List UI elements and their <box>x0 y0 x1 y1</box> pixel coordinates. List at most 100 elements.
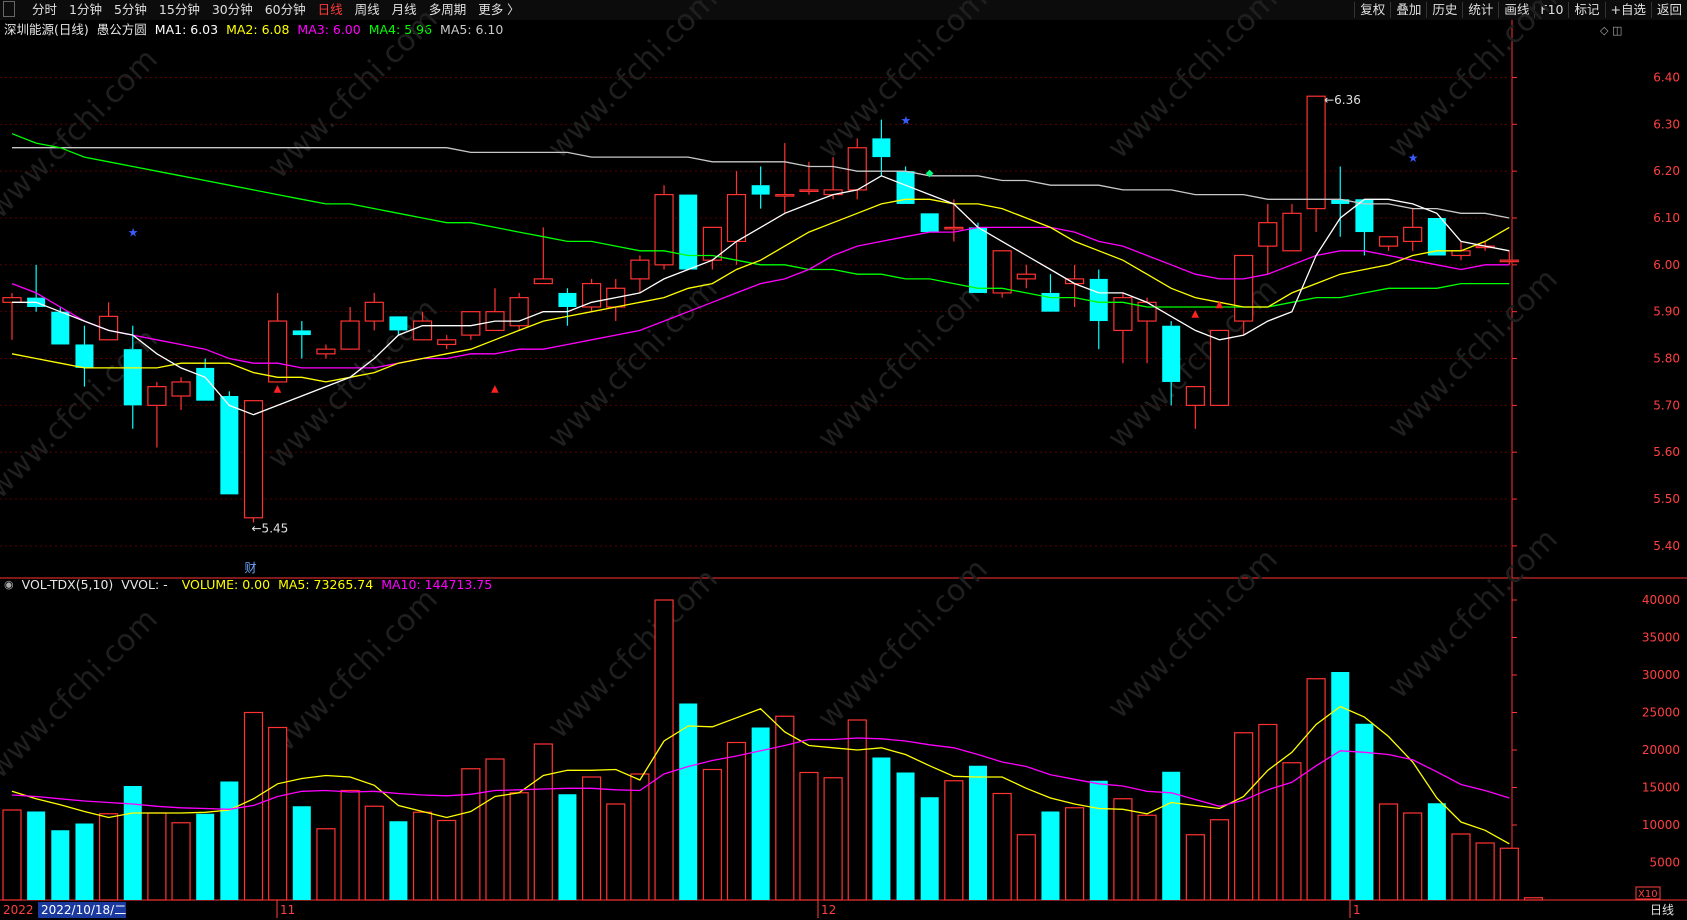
x10-label: X10 <box>1638 889 1658 900</box>
volume-bar <box>461 768 481 901</box>
volume-bar <box>969 765 987 900</box>
watermark-text: www.cfchi.com <box>1381 522 1565 706</box>
candle-body <box>1306 95 1326 210</box>
candle-body <box>726 193 747 243</box>
volume-bar <box>581 776 602 901</box>
volume-bar <box>992 792 1012 901</box>
candle-body <box>1282 212 1302 252</box>
candle-body <box>1427 218 1446 256</box>
tab-1[interactable]: 1分钟 <box>69 2 102 17</box>
volume-bar <box>316 828 336 901</box>
tab-9[interactable]: 多周期 <box>428 2 467 17</box>
tab-0[interactable]: 分时 <box>32 2 58 17</box>
tab-7[interactable]: 周线 <box>354 2 380 17</box>
volume-bar <box>196 813 215 900</box>
volume-bar <box>389 821 408 900</box>
candle-body <box>292 330 311 336</box>
vol-indicator-name[interactable]: VOL-TDX(5,10) <box>21 577 114 592</box>
volume-bar <box>485 758 505 901</box>
tool-button-1[interactable]: 叠加 <box>1390 2 1426 18</box>
tool-button-3[interactable]: 统计 <box>1462 2 1498 18</box>
candle-body <box>1113 297 1133 332</box>
volume-bar <box>1306 678 1326 901</box>
tab-3[interactable]: 15分钟 <box>158 2 200 17</box>
tool-button-0[interactable]: 复权 <box>1354 2 1390 18</box>
tab-5[interactable]: 60分钟 <box>264 2 306 17</box>
tab-2[interactable]: 5分钟 <box>113 2 147 17</box>
ma1-line <box>12 175 1510 416</box>
volume-bar <box>1282 762 1302 901</box>
red-triangle-icon: ▲ <box>1216 299 1224 310</box>
red-triangle-icon: ▲ <box>274 383 282 394</box>
blue-star-icon: ★ <box>128 226 139 240</box>
ma3-line <box>11 226 1510 369</box>
volume-bar <box>1499 847 1519 901</box>
panel-control-icons[interactable]: ◇ ◫ <box>1600 24 1623 37</box>
volume-bar <box>1016 834 1036 901</box>
candle-body <box>558 292 577 307</box>
volume-bar <box>679 703 698 900</box>
month-label: 12 <box>821 903 836 917</box>
volume-bar <box>799 771 819 901</box>
candle-body <box>340 320 360 350</box>
volume-bar <box>630 773 650 901</box>
volume-value: VOLUME: 0.00 <box>181 577 271 592</box>
watermark-text: www.cfchi.com <box>1381 262 1565 446</box>
tab-4[interactable]: 30分钟 <box>211 2 253 17</box>
tool-button-6[interactable]: 标记 <box>1568 2 1604 18</box>
candle-body <box>1209 329 1230 406</box>
candle-body <box>1016 273 1036 280</box>
candle-body <box>123 349 142 406</box>
price-tick-label: 6.40 <box>1653 70 1680 84</box>
candle-body <box>412 320 433 341</box>
tab-10[interactable]: 更多 〉 <box>478 2 520 17</box>
candle-body <box>799 189 819 192</box>
collapse-icon[interactable]: ◉ <box>4 578 14 591</box>
tool-button-2[interactable]: 历史 <box>1426 2 1462 18</box>
candle-body <box>268 320 288 383</box>
price-tick-label: 5.40 <box>1653 539 1680 553</box>
tool-button-4[interactable]: 画线 <box>1498 2 1534 18</box>
candle-body <box>437 339 457 346</box>
candle-body <box>969 227 987 293</box>
date-cursor-box <box>38 902 126 918</box>
volume-bar <box>340 789 360 901</box>
candle-body <box>2 297 22 303</box>
candle-body <box>654 193 674 266</box>
vvol-value: VVOL: - <box>121 577 168 592</box>
volume-bar <box>75 823 94 900</box>
volume-bar <box>1185 834 1205 901</box>
vol-ma10-line <box>11 737 1510 810</box>
tab-8[interactable]: 月线 <box>391 2 417 17</box>
tool-button-5[interactable]: F10 <box>1534 2 1568 18</box>
tool-button-8[interactable]: 返回 <box>1650 2 1687 18</box>
candle-body <box>679 194 698 270</box>
volume-bar <box>98 813 119 901</box>
ma3-value: MA3: 6.00 <box>297 22 361 37</box>
watermark-text: www.cfchi.com <box>261 582 445 766</box>
vol-tick-label: 40000 <box>1642 593 1680 607</box>
date-cursor-label: 2022/10/18/二 <box>41 903 126 917</box>
tab-6[interactable]: 日线 <box>317 2 343 17</box>
blue-star-icon: ★ <box>901 113 912 127</box>
candle-body <box>51 311 70 345</box>
volume-bar <box>558 794 577 900</box>
menu-toggle-button[interactable] <box>3 1 15 17</box>
volume-bar <box>1089 780 1108 900</box>
volume-bar <box>944 780 964 901</box>
volume-bar <box>1427 803 1446 900</box>
candle-body <box>1378 236 1399 247</box>
volume-bar <box>509 792 529 901</box>
year-label: 2022 <box>3 903 34 917</box>
candle-body <box>1355 199 1374 233</box>
tool-button-7[interactable]: +自选 <box>1604 2 1651 18</box>
price-tick-label: 5.50 <box>1653 492 1680 506</box>
candle-body <box>75 344 94 368</box>
volume-bar <box>847 719 867 901</box>
volume-bar <box>51 830 70 900</box>
volume-bar <box>1378 803 1399 901</box>
candle-body <box>920 213 939 233</box>
ma5-value: MA5: 6.10 <box>440 22 504 37</box>
indicator-name[interactable]: 愚公方圆 <box>96 22 147 37</box>
